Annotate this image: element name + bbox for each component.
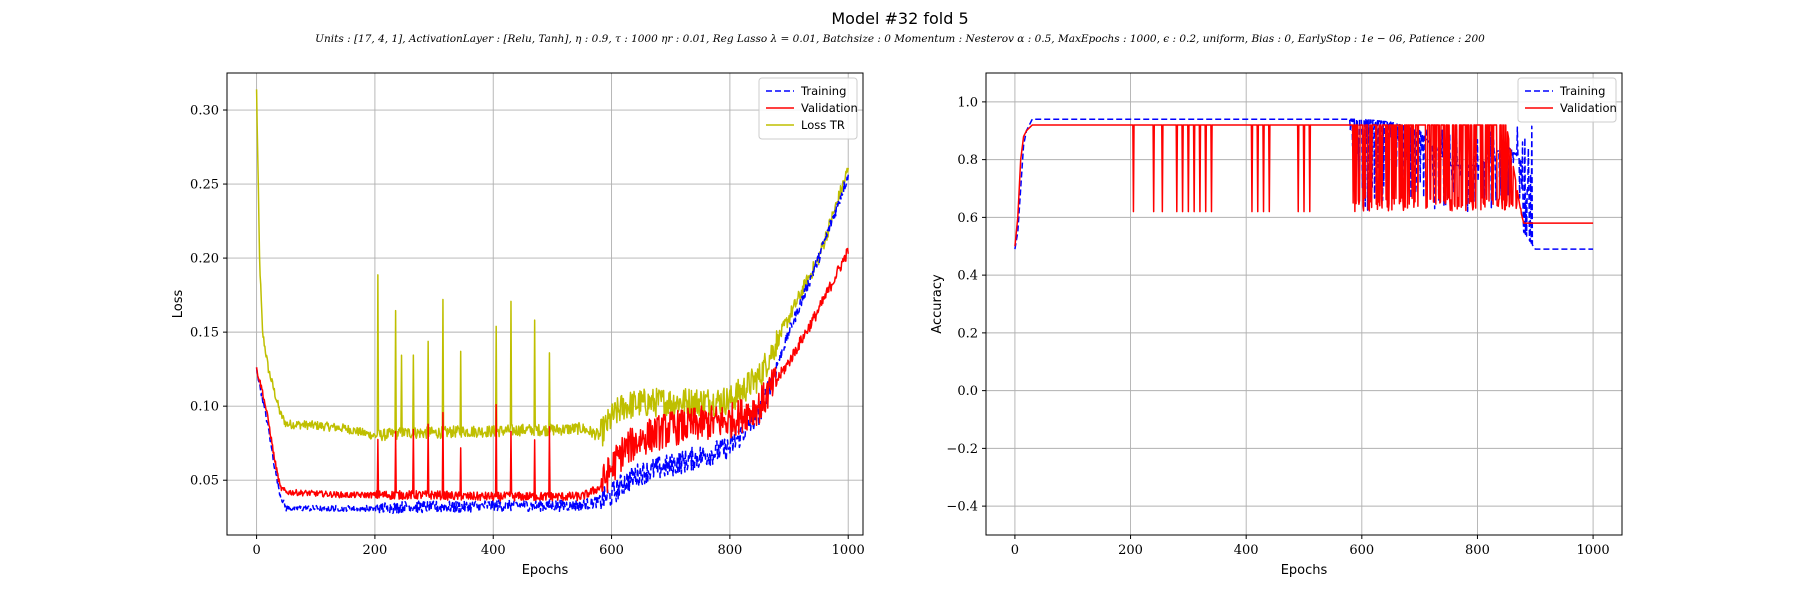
- x-tick-label: 200: [362, 543, 387, 558]
- figure-subtitle: Units : [17, 4, 1], ActivationLayer : [R…: [315, 33, 1485, 45]
- x-tick-label: 0: [1011, 543, 1019, 558]
- legend-label: Training: [1559, 84, 1605, 98]
- legend-label: Training: [800, 84, 846, 98]
- y-tick-label: −0.4: [946, 500, 978, 515]
- y-tick-label: 0.0: [957, 384, 978, 399]
- legend-box: [758, 77, 858, 140]
- y-tick-label: 0.25: [190, 178, 219, 193]
- series-group: [1014, 118, 1594, 250]
- x-tick-label: 600: [1349, 543, 1374, 558]
- y-tick-label: 0.10: [190, 400, 219, 415]
- x-tick-label: 0: [252, 543, 260, 558]
- y-tick-label: 0.20: [190, 252, 219, 267]
- series-line-loss-tr: [255, 89, 849, 447]
- accuracy-plot: 0 200 400 600 800 1000 −0.4 −0.2 0.0 0.2 0.4 0.6 0.8…: [930, 72, 1623, 578]
- y-tick-label: 0.15: [190, 326, 219, 341]
- axes-frame: [226, 72, 864, 536]
- x-tick-label: 400: [1234, 543, 1259, 558]
- x-tick-label: 1000: [1577, 543, 1610, 558]
- axes-frame: [985, 72, 1623, 536]
- x-tick-label: 200: [1118, 543, 1143, 558]
- x-tick-label: 800: [717, 543, 742, 558]
- series-line-validation: [255, 247, 849, 502]
- x-axis-label: Epochs: [1281, 563, 1328, 578]
- legend-label: Loss TR: [801, 118, 845, 132]
- loss-plot: 0 200 400 600 800 1000 0.05 0.10 0.15 0.20 0.25 0.3…: [171, 72, 865, 578]
- legend: Training Validation Loss TR: [758, 77, 858, 140]
- figure-title: Model #32 fold 5: [831, 9, 968, 28]
- x-tick-label: 400: [481, 543, 506, 558]
- y-tick-label: −0.2: [946, 442, 978, 457]
- x-tick-label: 600: [599, 543, 624, 558]
- y-axis-label: Accuracy: [930, 274, 945, 334]
- x-axis-label: Epochs: [522, 563, 569, 578]
- legend-label: Validation: [1560, 101, 1617, 115]
- y-tick-label: 0.4: [957, 269, 978, 284]
- series-group: [255, 89, 849, 515]
- y-tick-label: 0.05: [190, 474, 219, 489]
- legend-box: [1517, 77, 1617, 123]
- y-tick-label: 0.30: [190, 104, 219, 119]
- y-tick-label: 1.0: [957, 95, 978, 110]
- legend: Training Validation: [1517, 77, 1617, 123]
- x-tick-label: 1000: [832, 543, 865, 558]
- y-tick-label: 0.8: [957, 153, 978, 168]
- y-axis-label: Loss: [171, 290, 186, 319]
- y-tick-label: 0.6: [957, 211, 978, 226]
- x-tick-label: 800: [1465, 543, 1490, 558]
- legend-label: Validation: [801, 101, 858, 115]
- series-line-training: [255, 174, 849, 515]
- y-tick-label: 0.2: [957, 326, 978, 341]
- series-line-validation: [1014, 124, 1594, 247]
